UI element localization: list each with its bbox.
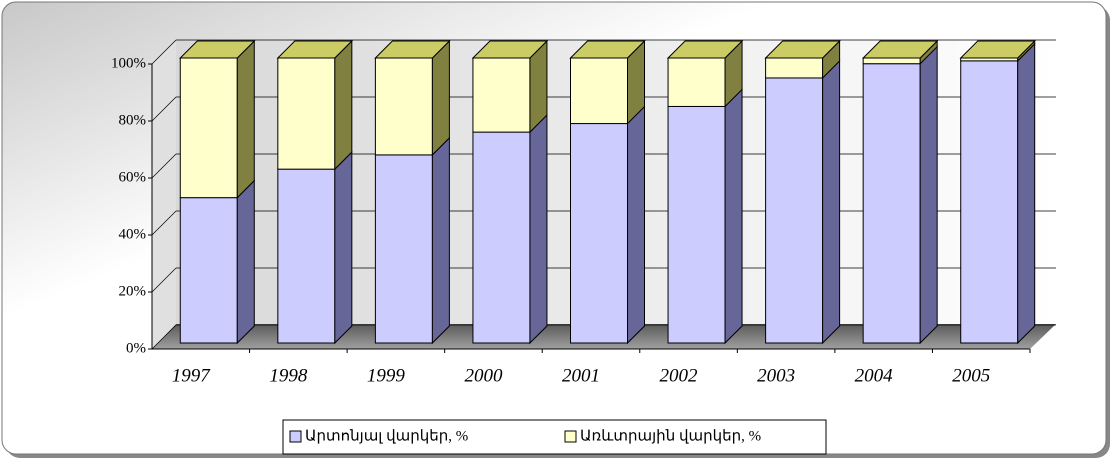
grid-line [151, 39, 177, 65]
bar-front [179, 197, 238, 344]
bar [471, 39, 549, 134]
x-tick-label: 1997 [172, 365, 212, 386]
bar-top [471, 40, 549, 59]
bar-front [765, 77, 824, 344]
bar [960, 42, 1036, 345]
bar-front [374, 57, 433, 156]
bar-front [862, 57, 921, 65]
bar-front [667, 57, 726, 107]
bar-side [627, 105, 645, 345]
legend-swatch [564, 430, 577, 443]
x-tick-label: 1999 [367, 365, 406, 386]
bar [959, 39, 1036, 63]
bar-front [277, 57, 336, 170]
bar-top [861, 40, 939, 59]
bar-side [822, 59, 841, 345]
legend-label: Առևտրային վարկեր, % [580, 428, 761, 444]
bar-front [472, 57, 531, 133]
bar [765, 59, 841, 345]
y-tick-label: 100% [111, 55, 146, 71]
bar [570, 105, 645, 345]
grid-line [151, 96, 177, 122]
bar-top [666, 40, 744, 59]
bar-front [667, 105, 726, 344]
bar [666, 39, 744, 108]
legend-label: Արտոնյալ վարկեր, % [305, 428, 468, 444]
x-tick-label: 2005 [952, 365, 990, 386]
bar [862, 45, 938, 345]
x-tick-label: 1998 [269, 365, 308, 386]
x-tick-label: 2001 [562, 365, 600, 386]
bar-top [959, 40, 1036, 59]
bar-side [529, 113, 548, 345]
bar-front [960, 60, 1019, 344]
bar [374, 39, 451, 157]
bar-side [919, 45, 938, 345]
bar-top [179, 40, 256, 59]
bar-top [276, 40, 354, 59]
bar-side [431, 39, 450, 157]
x-tick-label: 2000 [464, 365, 503, 386]
bar-front [570, 123, 628, 344]
bar [667, 88, 743, 345]
bar-top [569, 40, 646, 59]
bar-side [236, 179, 255, 345]
bar [861, 39, 939, 65]
grid-line [151, 267, 177, 293]
bar [276, 39, 354, 171]
bar-front [374, 154, 433, 344]
bar-front [472, 131, 531, 344]
bar-front [179, 57, 238, 199]
y-tick-label: 40% [119, 226, 147, 242]
x-tick-label: 2002 [660, 365, 699, 386]
bar [179, 179, 255, 345]
bar-side [431, 136, 450, 345]
bar-front [277, 168, 336, 344]
legend-swatch [289, 430, 302, 443]
grid-line [151, 324, 177, 350]
bar [374, 136, 450, 345]
bar-side [334, 39, 353, 171]
bar-top [374, 40, 451, 59]
x-tick-label: 2003 [757, 365, 795, 386]
bar-front [862, 63, 921, 344]
y-tick-label: 60% [119, 169, 147, 185]
bar-top [764, 40, 841, 59]
bar-front [765, 57, 824, 79]
bar [569, 39, 646, 125]
bar-side [334, 150, 353, 345]
bar-front [570, 57, 628, 125]
bar [764, 39, 841, 80]
bar-side [724, 88, 743, 345]
x-tick-label: 2004 [855, 365, 894, 386]
y-tick-label: 20% [119, 283, 147, 299]
grid-line [151, 210, 177, 236]
bar [277, 150, 353, 345]
bar-side [1017, 42, 1036, 345]
bar [179, 39, 256, 199]
bar-side [236, 39, 255, 199]
side-wall [152, 40, 176, 349]
y-tick-label: 80% [119, 112, 147, 128]
y-tick-label: 0% [126, 340, 146, 356]
grid-line [151, 153, 177, 179]
legend [282, 419, 827, 455]
bar [472, 113, 548, 345]
